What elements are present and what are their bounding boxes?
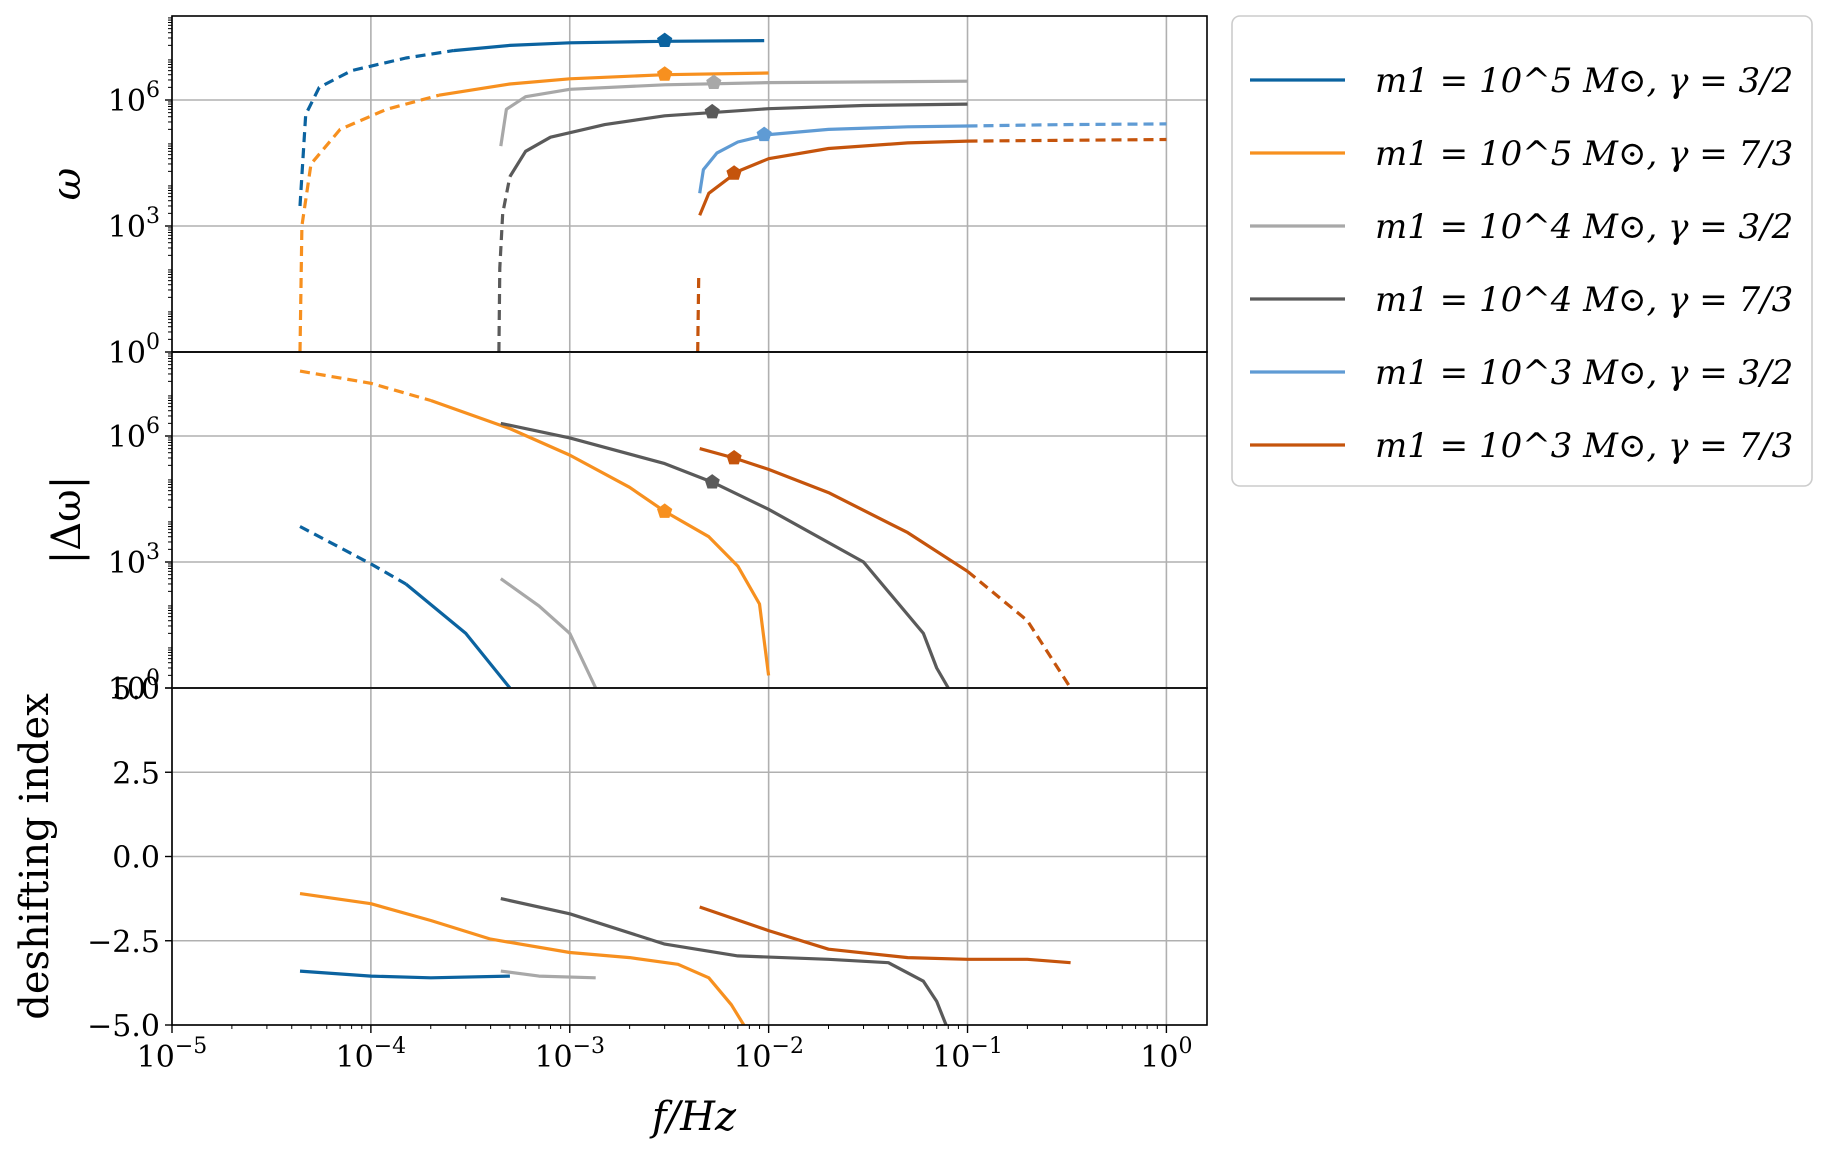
series-marker-2 xyxy=(706,74,722,89)
series-marker-1 xyxy=(657,503,673,518)
x-tick-label: 10−3 xyxy=(534,1034,605,1075)
series-line-2 xyxy=(499,79,968,147)
series-line-5 xyxy=(967,137,1167,143)
legend-frame xyxy=(1231,15,1813,487)
y-tick-label: −5.0 xyxy=(87,1009,160,1044)
series-line-1 xyxy=(299,892,746,1025)
y-axis-label: deshifting index xyxy=(12,693,58,1020)
series-marker-4 xyxy=(726,450,742,465)
series-line-4 xyxy=(699,905,1071,965)
series-marker-5 xyxy=(726,165,742,180)
series-line-4 xyxy=(699,447,969,573)
y-tick-label: 2.5 xyxy=(112,756,160,791)
x-tick-label: 100 xyxy=(1140,1034,1192,1075)
series-line-1 xyxy=(438,71,769,97)
panel-deshifting-index: −5.0 −2.5 0.0 2.5 5.0 deshifting index 10−5 10−… xyxy=(12,672,1208,1075)
series-line-4 xyxy=(698,124,968,194)
series-line-3 xyxy=(500,897,948,1025)
series-line-3 xyxy=(500,421,950,688)
series-line-0 xyxy=(299,525,407,586)
x-tick-label: 10−2 xyxy=(733,1034,804,1075)
y-tick-label: 106 xyxy=(108,78,160,119)
panel-omega: 100 103 106 ω xyxy=(44,15,1208,371)
panels-group: 100 103 106 ω 100 103 106 |Δω| −5.0 −2.5 0.0 2.5 5.0… xyxy=(12,15,1208,1075)
series-line-5 xyxy=(696,277,701,352)
series-line-1 xyxy=(430,398,771,676)
x-axis-label: f/Hz xyxy=(649,1094,737,1140)
x-tick-label: 10−1 xyxy=(932,1034,1003,1075)
y-tick-label: 100 xyxy=(108,330,160,371)
series-marker-3 xyxy=(704,103,720,119)
legend-label-5: m1 = 10^3 M⊙, γ = 7/3 xyxy=(1375,426,1793,466)
series-line-3 xyxy=(508,102,968,178)
series-line-1 xyxy=(299,369,432,403)
legend-label-3: m1 = 10^4 M⊙, γ = 7/3 xyxy=(1375,280,1793,320)
y-tick-label: 5.0 xyxy=(112,672,160,707)
series-marker-3 xyxy=(704,474,720,489)
series-line-3 xyxy=(497,176,512,352)
y-tick-label: 106 xyxy=(108,414,160,455)
y-tick-label: 103 xyxy=(108,540,160,581)
y-tick-label: 0.0 xyxy=(112,841,160,876)
series-line-0 xyxy=(453,39,765,53)
legend: m1 = 10^5 M⊙, γ = 3/2 m1 = 10^5 M⊙, γ = 7… xyxy=(1231,15,1813,487)
y-axis-label: |Δω| xyxy=(44,476,90,564)
series-line-5 xyxy=(698,139,968,216)
legend-label-4: m1 = 10^3 M⊙, γ = 3/2 xyxy=(1375,353,1793,393)
series-line-4 xyxy=(966,570,1072,688)
x-tick-label: 10−4 xyxy=(336,1034,407,1075)
legend-label-2: m1 = 10^4 M⊙, γ = 3/2 xyxy=(1375,207,1793,247)
y-tick-label: −2.5 xyxy=(87,925,160,960)
series-line-2 xyxy=(499,577,598,688)
series-line-0 xyxy=(404,582,512,688)
y-axis-label: ω xyxy=(44,168,90,201)
series-marker-0 xyxy=(657,32,673,47)
x-tick-label: 10−5 xyxy=(137,1034,208,1075)
series-marker-1 xyxy=(657,66,673,81)
series-line-2 xyxy=(500,969,596,980)
panel-frame xyxy=(171,351,1208,689)
legend-label-0: m1 = 10^5 M⊙, γ = 3/2 xyxy=(1375,61,1793,101)
series-line-1 xyxy=(298,93,440,352)
legend-label-1: m1 = 10^5 M⊙, γ = 7/3 xyxy=(1375,134,1793,174)
series-line-0 xyxy=(298,49,454,207)
panel-frame xyxy=(171,15,1208,353)
y-tick-label: 103 xyxy=(108,204,160,245)
series-line-4 xyxy=(967,122,1167,128)
series-line-0 xyxy=(299,969,510,980)
series-marker-4 xyxy=(756,126,772,142)
